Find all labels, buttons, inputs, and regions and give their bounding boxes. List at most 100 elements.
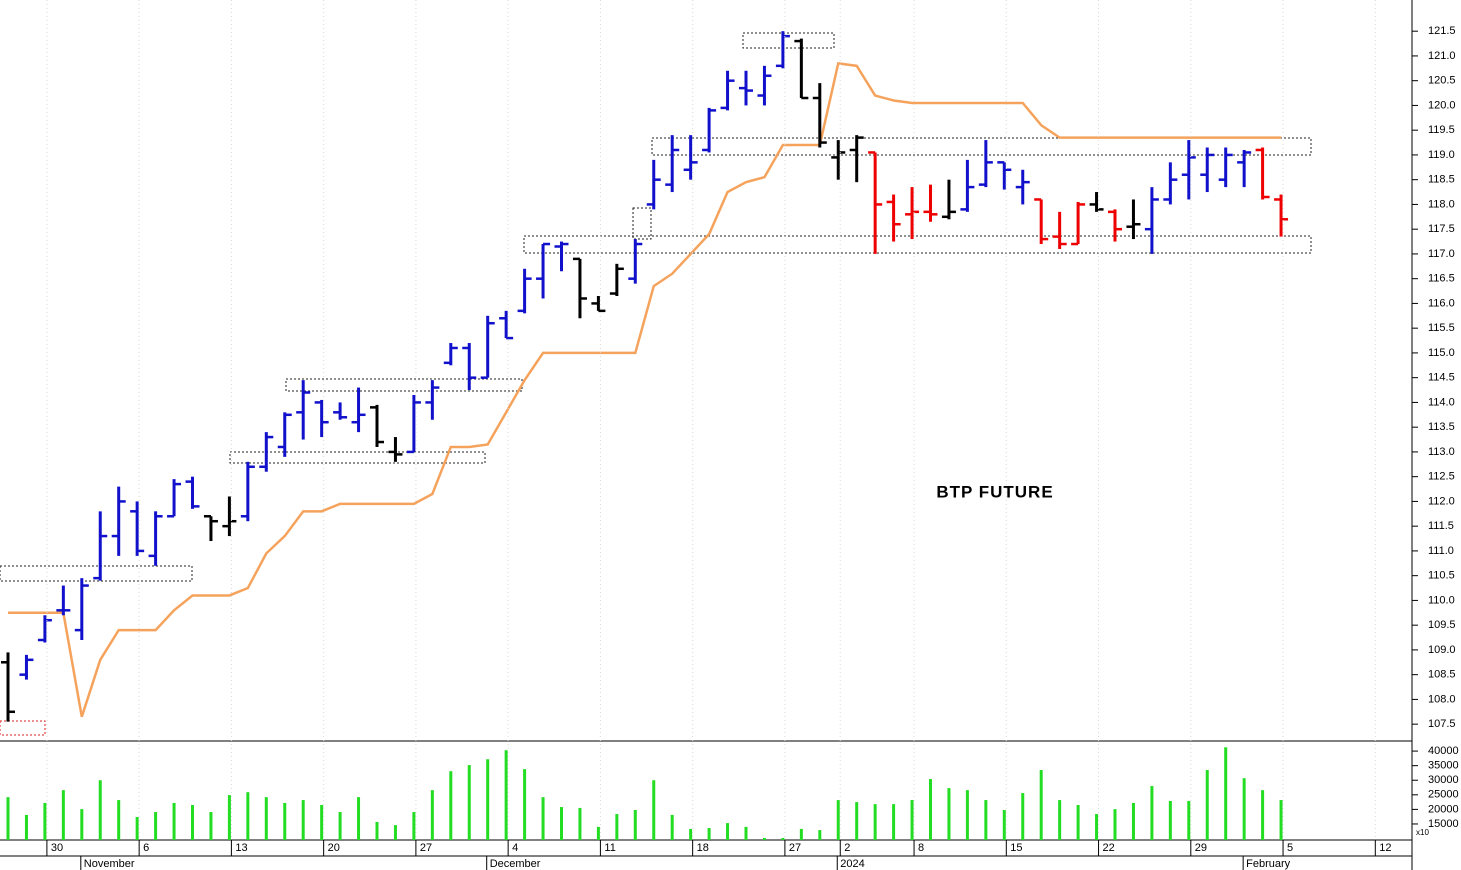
volume-bar (154, 812, 158, 840)
x-tick-label: 29 (1195, 842, 1207, 854)
volume-bar (320, 805, 324, 840)
volume-bar (781, 837, 785, 840)
volume-bar (61, 790, 65, 840)
volume-bar (357, 797, 361, 840)
y-tick-label: 110.0 (1428, 594, 1455, 606)
month-label: February (1246, 858, 1291, 870)
volume-bar (430, 790, 434, 840)
y-tick-label: 20000 (1428, 803, 1459, 815)
volume-bar (264, 797, 268, 840)
volume-bar (117, 800, 121, 840)
volume-bar (1242, 778, 1246, 840)
y-tick-label: 119.5 (1428, 124, 1455, 136)
volume-bar (227, 795, 231, 840)
volume-bar (965, 790, 969, 840)
y-tick-label: 115.0 (1428, 347, 1455, 359)
y-tick-label: 108.0 (1428, 693, 1456, 705)
x-tick-label: 4 (512, 842, 518, 854)
y-tick-label: 35000 (1428, 760, 1459, 772)
x-tick-label: 18 (697, 842, 709, 854)
y-tick-label: 120.0 (1428, 99, 1456, 111)
y-tick-label: 30000 (1428, 774, 1459, 786)
zone (632, 207, 652, 240)
volume-bar (283, 802, 287, 840)
x-tick-label: 27 (420, 842, 432, 854)
volume-bar (1131, 802, 1135, 840)
y-tick-label: 109.5 (1428, 619, 1456, 631)
x-tick-label: 15 (1010, 842, 1022, 854)
volume-bar (6, 797, 10, 840)
volume-bar (1076, 805, 1080, 840)
y-tick-label: 113.5 (1428, 421, 1455, 433)
volume-bar (910, 800, 914, 840)
y-tick-label: 118.5 (1428, 174, 1455, 186)
y-tick-label: 117.5 (1428, 223, 1455, 235)
volume-bar (596, 826, 600, 840)
volume-bar (615, 814, 619, 840)
x-tick-label: 2 (844, 842, 850, 854)
x-tick-label: 11 (604, 842, 615, 854)
y-tick-label: 112.5 (1428, 471, 1455, 483)
volume-bar (486, 759, 490, 840)
zone (0, 720, 46, 736)
volume-bar (670, 814, 674, 840)
zone (0, 565, 193, 582)
volume-bar (43, 802, 47, 840)
volume-bar (892, 804, 896, 840)
zone (742, 32, 835, 49)
y-tick-label: 121.5 (1428, 25, 1456, 37)
volume-bar (652, 780, 656, 840)
x-tick-label: 20 (328, 842, 340, 854)
volume-bar (873, 804, 877, 840)
volume-bar (375, 821, 379, 840)
zone (651, 137, 1312, 156)
volume-bar (504, 750, 508, 840)
volume-bar (1187, 800, 1191, 840)
y-tick-label: 108.5 (1428, 669, 1456, 681)
y-tick-label: 40000 (1428, 745, 1459, 757)
x-tick-label: 27 (789, 842, 801, 854)
volume-bar (1002, 809, 1006, 840)
x-tick-label: 12 (1379, 842, 1391, 854)
volume-bar (707, 828, 711, 840)
y-tick-label: 121.0 (1428, 50, 1456, 62)
volume-bar (1058, 800, 1062, 840)
y-tick-label: 112.0 (1428, 495, 1455, 507)
volume-bar (818, 830, 822, 840)
volume-bar (209, 812, 213, 840)
volume-bar (1095, 814, 1099, 840)
y-tick-label: 111.5 (1428, 520, 1454, 532)
volume-bar (449, 771, 453, 840)
volume-bar (1150, 786, 1154, 840)
y-tick-label: 119.0 (1428, 149, 1455, 161)
volume-bar (726, 823, 730, 840)
volume-bar (560, 807, 563, 840)
volume-bar (984, 800, 988, 840)
volume-bar (762, 837, 766, 840)
volume-bar (855, 802, 859, 840)
y-tick-label: 114.0 (1428, 396, 1455, 408)
x-tick-label: 22 (1103, 842, 1115, 854)
scale-note: x10 (1416, 828, 1429, 837)
y-tick-label: 25000 (1428, 789, 1459, 801)
volume-bar (1039, 770, 1043, 840)
zone (523, 235, 1312, 254)
month-label: November (84, 858, 135, 870)
y-tick-label: 118.0 (1428, 198, 1455, 210)
y-tick-label: 115.5 (1428, 322, 1455, 334)
y-tick-label: 110.5 (1428, 570, 1455, 582)
volume-bar (1168, 800, 1172, 840)
volume-bar (578, 807, 582, 840)
volume-bar (1261, 790, 1265, 840)
x-tick-label: 6 (143, 842, 149, 854)
volume-bar (1279, 800, 1283, 840)
volume-bar (1224, 747, 1228, 840)
volume-bar (301, 800, 305, 840)
y-tick-label: 117.0 (1428, 248, 1455, 260)
zone (229, 451, 486, 464)
volume-bar (523, 769, 527, 840)
volume-bar (135, 816, 139, 840)
volume-bar (191, 805, 194, 840)
